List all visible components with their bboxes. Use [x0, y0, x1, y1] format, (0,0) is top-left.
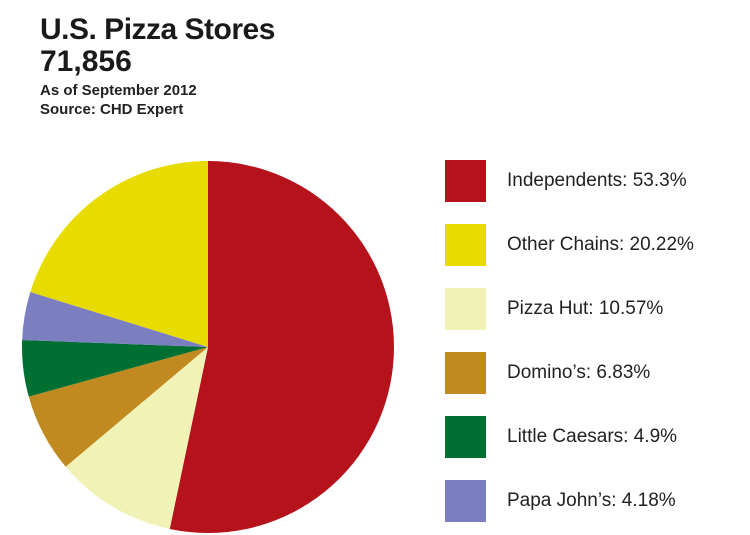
legend-swatch [445, 352, 486, 394]
legend-swatch [445, 160, 486, 202]
legend-swatch [445, 480, 486, 522]
pie-slice-papa-john-s [22, 291, 208, 347]
legend-swatch [445, 288, 486, 330]
pie-slice-other-chains [30, 161, 208, 347]
legend-label: Independents: 53.3% [507, 170, 687, 191]
legend-item-other-chains: Other Chains: 20.22% [445, 224, 745, 266]
legend-item-papa-johns: Papa John’s: 4.18% [445, 480, 745, 522]
chart-title: U.S. Pizza Stores [40, 13, 275, 46]
legend-item-dominos: Domino’s: 6.83% [445, 352, 745, 394]
pie-slice-domino-s [28, 347, 208, 467]
legend-item-pizza-hut: Pizza Hut: 10.57% [445, 288, 745, 330]
legend-item-independents: Independents: 53.3% [445, 160, 745, 202]
legend-swatch [445, 224, 486, 266]
legend-label: Papa John’s: 4.18% [507, 490, 676, 511]
legend-swatch [445, 416, 486, 458]
legend-label: Other Chains: 20.22% [507, 234, 694, 255]
pie-slice-independents [169, 161, 394, 533]
legend-label: Little Caesars: 4.9% [507, 426, 678, 447]
pie-slice-pizza-hut [65, 347, 208, 530]
legend-item-little-caesars: Little Caesars: 4.9% [445, 416, 745, 458]
total-stores: 71,856 [40, 45, 132, 78]
pie-slice-little-caesars [21, 339, 208, 397]
chart-source: Source: CHD Expert [40, 101, 184, 118]
legend-label: Pizza Hut: 10.57% [507, 298, 664, 319]
legend-label: Domino’s: 6.83% [507, 362, 651, 383]
chart-subtitle: As of September 2012 [40, 82, 197, 99]
